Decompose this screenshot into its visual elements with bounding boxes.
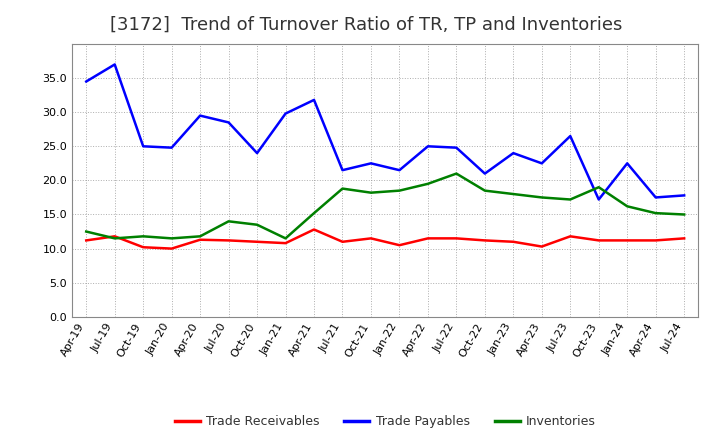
Trade Payables bbox=[167, 145, 176, 150]
Inventories bbox=[167, 236, 176, 241]
Text: [3172]  Trend of Turnover Ratio of TR, TP and Inventories: [3172] Trend of Turnover Ratio of TR, TP… bbox=[109, 16, 622, 34]
Inventories bbox=[225, 219, 233, 224]
Trade Payables bbox=[480, 171, 489, 176]
Line: Trade Receivables: Trade Receivables bbox=[86, 230, 684, 249]
Trade Receivables bbox=[652, 238, 660, 243]
Trade Receivables bbox=[395, 242, 404, 248]
Inventories bbox=[423, 181, 432, 187]
Inventories bbox=[82, 229, 91, 234]
Trade Receivables bbox=[623, 238, 631, 243]
Inventories bbox=[196, 234, 204, 239]
Trade Receivables bbox=[423, 236, 432, 241]
Trade Payables bbox=[366, 161, 375, 166]
Trade Payables bbox=[623, 161, 631, 166]
Trade Receivables bbox=[196, 237, 204, 242]
Inventories bbox=[480, 188, 489, 193]
Trade Payables bbox=[423, 143, 432, 149]
Trade Receivables bbox=[139, 245, 148, 250]
Line: Trade Payables: Trade Payables bbox=[86, 64, 684, 199]
Legend: Trade Receivables, Trade Payables, Inventories: Trade Receivables, Trade Payables, Inven… bbox=[170, 411, 600, 433]
Trade Payables bbox=[82, 79, 91, 84]
Trade Receivables bbox=[366, 236, 375, 241]
Trade Payables bbox=[110, 62, 119, 67]
Inventories bbox=[537, 195, 546, 200]
Trade Receivables bbox=[167, 246, 176, 251]
Trade Receivables bbox=[595, 238, 603, 243]
Inventories bbox=[652, 210, 660, 216]
Trade Payables bbox=[196, 113, 204, 118]
Trade Payables bbox=[338, 168, 347, 173]
Inventories bbox=[253, 222, 261, 227]
Trade Receivables bbox=[82, 238, 91, 243]
Inventories bbox=[338, 186, 347, 191]
Trade Payables bbox=[282, 111, 290, 116]
Inventories bbox=[509, 191, 518, 197]
Line: Inventories: Inventories bbox=[86, 173, 684, 238]
Inventories bbox=[310, 210, 318, 216]
Inventories bbox=[566, 197, 575, 202]
Inventories bbox=[139, 234, 148, 239]
Trade Receivables bbox=[509, 239, 518, 244]
Trade Payables bbox=[452, 145, 461, 150]
Trade Payables bbox=[509, 150, 518, 156]
Trade Receivables bbox=[566, 234, 575, 239]
Trade Receivables bbox=[225, 238, 233, 243]
Trade Receivables bbox=[282, 241, 290, 246]
Trade Receivables bbox=[480, 238, 489, 243]
Inventories bbox=[452, 171, 461, 176]
Inventories bbox=[110, 236, 119, 241]
Inventories bbox=[595, 185, 603, 190]
Inventories bbox=[282, 236, 290, 241]
Trade Receivables bbox=[537, 244, 546, 249]
Trade Payables bbox=[566, 133, 575, 139]
Trade Payables bbox=[225, 120, 233, 125]
Inventories bbox=[366, 190, 375, 195]
Trade Payables bbox=[139, 143, 148, 149]
Trade Receivables bbox=[110, 234, 119, 239]
Trade Receivables bbox=[680, 236, 688, 241]
Inventories bbox=[395, 188, 404, 193]
Inventories bbox=[623, 204, 631, 209]
Trade Receivables bbox=[253, 239, 261, 244]
Trade Payables bbox=[310, 97, 318, 103]
Trade Payables bbox=[253, 150, 261, 156]
Trade Payables bbox=[595, 197, 603, 202]
Trade Payables bbox=[652, 195, 660, 200]
Trade Payables bbox=[537, 161, 546, 166]
Trade Receivables bbox=[310, 227, 318, 232]
Inventories bbox=[680, 212, 688, 217]
Trade Receivables bbox=[452, 236, 461, 241]
Trade Receivables bbox=[338, 239, 347, 244]
Trade Payables bbox=[680, 193, 688, 198]
Trade Payables bbox=[395, 168, 404, 173]
